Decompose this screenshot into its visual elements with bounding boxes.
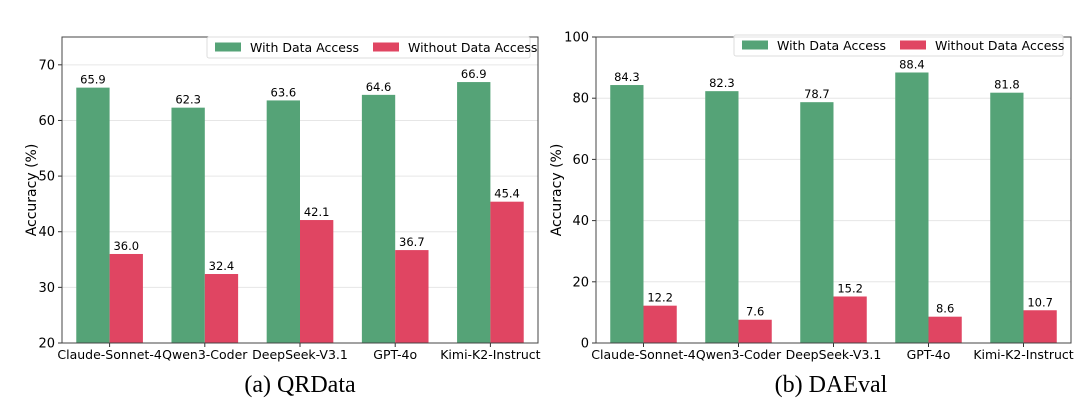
bar <box>76 87 110 343</box>
bar <box>361 94 396 343</box>
chart-caption: (a) QRData <box>244 372 356 398</box>
y-tick-label: 30 <box>38 281 55 296</box>
chart-daeval: 0 20 40 60 80 100 84.3 12.2 Claude-Sonnet-4 82.3 7… <box>549 31 1074 399</box>
data-label: 42.1 <box>304 205 330 219</box>
x-tick-label: DeepSeek-V3.1 <box>786 347 882 362</box>
bar <box>490 201 524 343</box>
x-tick-label: Qwen3-Coder <box>696 347 782 362</box>
legend-label: With Data Access <box>250 40 359 55</box>
data-label: 10.7 <box>1027 295 1053 309</box>
data-label: 45.4 <box>494 187 520 201</box>
legend: With Data Access Without Data Access <box>206 36 537 59</box>
x-tick-label: Kimi-K2-Instruct <box>440 347 540 362</box>
bar <box>800 102 834 343</box>
data-label: 12.2 <box>647 291 673 305</box>
y-tick-label: 20 <box>572 275 589 290</box>
y-tick-label: 100 <box>564 31 589 46</box>
x-tick-label: Claude-Sonnet-4 <box>57 347 161 362</box>
x-tick-label: Qwen3-Coder <box>162 347 248 362</box>
legend-swatch <box>373 42 399 52</box>
legend-box <box>733 34 1064 57</box>
y-tick-label: 50 <box>38 170 55 185</box>
data-label: 36.7 <box>399 235 425 249</box>
y-tick-label: 40 <box>572 214 589 229</box>
data-label: 66.9 <box>461 67 487 81</box>
bar <box>895 72 929 343</box>
y-axis-label: Accuracy (%) <box>24 144 40 237</box>
y-axis-label: Accuracy (%) <box>549 144 565 237</box>
y-tick-label: 70 <box>38 58 55 73</box>
bar <box>643 305 677 343</box>
data-label: 36.0 <box>113 239 139 253</box>
legend-swatch <box>742 40 768 50</box>
legend: With Data Access Without Data Access <box>733 34 1064 57</box>
y-tick-label: 0 <box>581 337 589 352</box>
data-label: 84.3 <box>614 70 640 84</box>
bar <box>833 296 867 343</box>
data-label: 64.6 <box>366 80 392 94</box>
bar <box>990 92 1024 343</box>
bar <box>395 250 429 343</box>
data-label: 62.3 <box>175 93 201 107</box>
legend-label: With Data Access <box>777 38 886 53</box>
x-tick-label: GPT-4o <box>907 347 951 362</box>
data-label: 88.4 <box>899 57 925 71</box>
data-label: 81.8 <box>994 78 1020 92</box>
x-tick-label: Kimi-K2-Instruct <box>973 347 1073 362</box>
data-label: 7.6 <box>746 305 764 319</box>
y-tick-label: 20 <box>38 337 55 352</box>
legend-label: Without Data Access <box>408 40 537 55</box>
bar <box>171 107 205 344</box>
bar <box>610 85 644 344</box>
y-tick-label: 40 <box>38 225 55 240</box>
data-label: 65.9 <box>80 73 106 87</box>
data-label: 15.2 <box>837 281 863 295</box>
bar <box>928 316 962 343</box>
y-tick-label: 60 <box>572 153 589 168</box>
bar <box>1023 310 1057 343</box>
bar <box>109 253 143 343</box>
chart-qrdata: 20 30 40 50 60 70 65.9 36.0 Claude-Sonnet-4 62.3 3… <box>24 36 541 398</box>
bar <box>738 319 772 343</box>
x-tick-label: GPT-4o <box>373 347 417 362</box>
legend-box <box>206 36 531 59</box>
bar <box>266 100 300 344</box>
data-label: 63.6 <box>271 85 297 99</box>
bar <box>204 274 239 343</box>
bar <box>457 82 491 343</box>
data-label: 78.7 <box>804 87 830 101</box>
data-label: 8.6 <box>936 302 954 316</box>
legend-label: Without Data Access <box>935 38 1064 53</box>
bar <box>300 220 334 343</box>
legend-swatch <box>215 42 241 52</box>
data-label: 32.4 <box>209 259 235 273</box>
data-label: 82.3 <box>709 76 735 90</box>
bar <box>705 91 739 343</box>
legend-swatch <box>900 40 926 50</box>
chart-caption: (b) DAEval <box>775 372 888 398</box>
y-tick-label: 60 <box>38 114 55 129</box>
x-tick-label: Claude-Sonnet-4 <box>591 347 695 362</box>
x-tick-label: DeepSeek-V3.1 <box>252 347 348 362</box>
y-tick-label: 80 <box>572 92 589 107</box>
